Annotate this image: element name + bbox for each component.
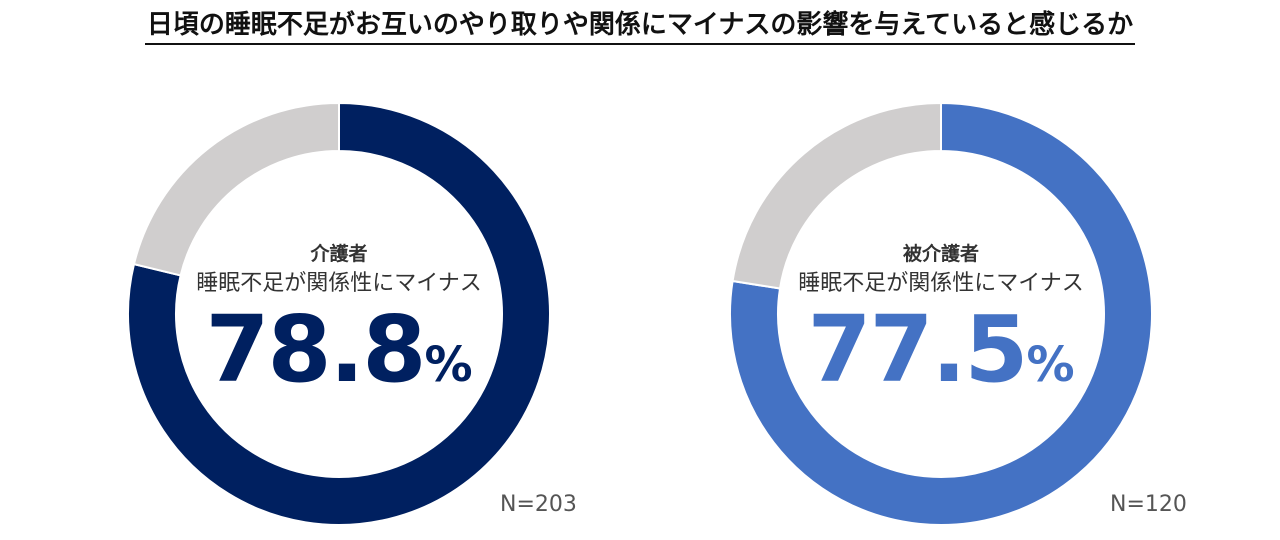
- donut-slice-rest: [731, 103, 942, 290]
- donut-svg: [128, 103, 550, 525]
- donut-svg: [730, 103, 1152, 525]
- chart-title: 日頃の睡眠不足がお互いのやり取りや関係にマイナスの影響を与えていると感じるか: [0, 8, 1280, 45]
- chart-title-text: 日頃の睡眠不足がお互いのやり取りや関係にマイナスの影響を与えていると感じるか: [144, 8, 1136, 45]
- sample-size-care-recipient: N=120: [1110, 492, 1187, 517]
- donut-chart-caregiver: 介護者 睡眠不足が関係性にマイナス 78.8%: [128, 103, 550, 525]
- donut-role-label: 介護者: [310, 243, 368, 265]
- donut-value: 78.8%: [128, 300, 550, 415]
- donut-value-number: 77.5: [807, 296, 1028, 403]
- donut-center-label: 睡眠不足が関係性にマイナス: [798, 271, 1084, 296]
- donut-slice-value: [730, 103, 1152, 525]
- donut-chart-care-recipient: 被介護者 睡眠不足が関係性にマイナス 77.5%: [730, 103, 1152, 525]
- donut-slice-value: [128, 103, 550, 525]
- donut-value-unit: %: [424, 337, 473, 393]
- donut-center-label: 睡眠不足が関係性にマイナス: [196, 271, 482, 296]
- donut-value-unit: %: [1026, 337, 1075, 393]
- donut-value: 77.5%: [730, 300, 1152, 415]
- donut-slice-rest: [132, 103, 340, 277]
- sample-size-caregiver: N=203: [500, 492, 577, 517]
- donut-value-number: 78.8: [205, 296, 426, 403]
- donut-role-label: 被介護者: [902, 243, 979, 265]
